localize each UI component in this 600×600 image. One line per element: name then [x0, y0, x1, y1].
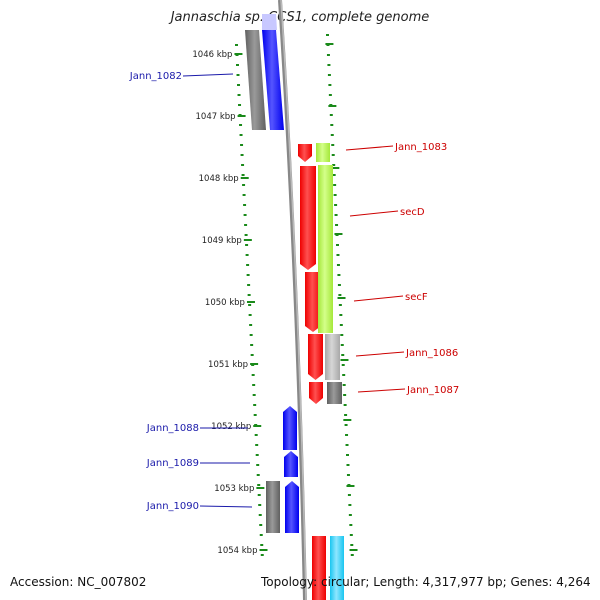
- cog-lime-secd-secf: [318, 165, 333, 333]
- gene-leader-jann-1082: [182, 73, 234, 77]
- kbp-label: 1050 kbp: [205, 298, 245, 308]
- gene-label-jann-1089[interactable]: Jann_1089: [146, 458, 199, 469]
- forward-gene-fade: [262, 14, 277, 30]
- accession-text: Accession: NC_007802: [10, 575, 147, 589]
- gene-leader-jann-1090: [199, 505, 253, 508]
- gene-label-jann-1087[interactable]: Jann_1087: [406, 385, 459, 396]
- reverse-gene-secf: [305, 272, 321, 332]
- cog-dark-jann-1087: [327, 382, 342, 404]
- kbp-label: 1048 kbp: [199, 174, 239, 184]
- forward-gene-jann-1089: [284, 451, 298, 477]
- cog-lime-jann-1083: [316, 143, 330, 162]
- reverse-gene-secd: [300, 166, 316, 270]
- forward-gene-1082: [262, 30, 284, 130]
- kbp-label: 1047 kbp: [196, 112, 236, 122]
- kbp-label: 1049 kbp: [202, 236, 242, 246]
- cog-gray-jann-1090: [266, 481, 280, 533]
- genome-backbone: [278, 0, 307, 600]
- forward-gene-jann-1088: [283, 406, 297, 450]
- cog-gray-gene-1082: [245, 30, 266, 130]
- gene-label-jann-1088[interactable]: Jann_1088: [146, 423, 199, 434]
- gene-label-jann-1090[interactable]: Jann_1090: [146, 501, 199, 512]
- gene-leader-jann-1086: [355, 351, 405, 357]
- gene-leader-secf: [353, 295, 404, 302]
- kbp-label: 1053 kbp: [214, 484, 254, 494]
- kbp-label: 1052 kbp: [211, 422, 251, 432]
- gene-leader-jann-1083: [345, 145, 394, 151]
- reverse-gene-jann-1086: [308, 334, 323, 380]
- reverse-gene-bottom: [312, 536, 326, 600]
- genome-summary-text: Topology: circular; Length: 4,317,977 bp…: [261, 575, 591, 589]
- gene-label-secf[interactable]: secF: [405, 292, 428, 303]
- gene-label-secd[interactable]: secD: [400, 207, 425, 218]
- gene-label-jann-1086[interactable]: Jann_1086: [405, 348, 458, 359]
- kbp-label: 1054 kbp: [217, 546, 257, 556]
- reverse-gene-jann-1087: [309, 382, 323, 404]
- gene-leader-jann-1087: [357, 388, 406, 393]
- reverse-gene-jann-1083: [298, 144, 312, 162]
- cog-cyan-bottom: [330, 536, 344, 600]
- gene-label-jann-1082[interactable]: Jann_1082: [129, 71, 182, 82]
- gene-label-jann-1083[interactable]: Jann_1083: [394, 142, 447, 153]
- map-title: Jannaschia sp. CCS1, complete genome: [170, 10, 430, 25]
- kbp-label: 1051 kbp: [208, 360, 248, 370]
- forward-gene-jann-1090: [285, 481, 299, 533]
- kbp-label: 1046 kbp: [192, 50, 232, 60]
- cog-gray-jann-1086: [325, 334, 340, 380]
- gene-leader-secd: [349, 210, 399, 217]
- genome-backbone-highlight: [280, 0, 307, 600]
